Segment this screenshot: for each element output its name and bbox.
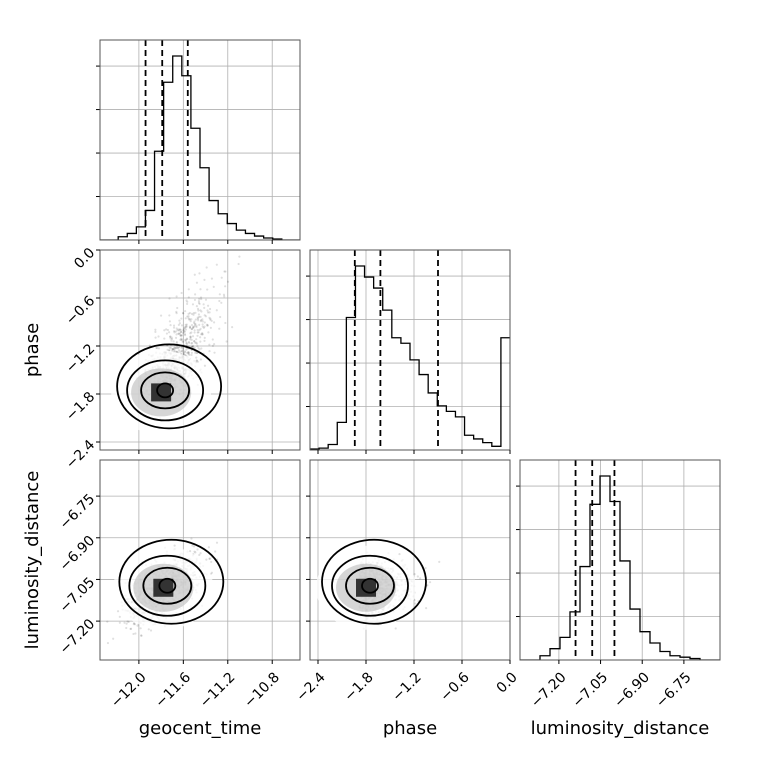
y-axis-label-phase: phase — [22, 323, 43, 377]
y-tick-label: 0.0 — [71, 245, 98, 272]
x-axis-label-phase: phase — [383, 718, 437, 739]
x-axis-label-luminosity_distance: luminosity_distance — [531, 718, 710, 739]
x-tick-label: −1.8 — [341, 669, 376, 704]
panel-luminosity_distance-luminosity_distance — [520, 460, 720, 660]
x-tick-label: −12.0 — [108, 669, 150, 711]
y-axis-label-luminosity_distance: luminosity_distance — [22, 471, 43, 650]
x-tick-label: −6.75 — [653, 669, 695, 711]
x-tick-label: −10.8 — [241, 669, 283, 711]
panel-frame — [519, 459, 721, 661]
contour-level — [158, 577, 177, 594]
density-peak — [356, 578, 376, 597]
density-peak — [153, 578, 174, 597]
x-axis-label-geocent_time: geocent_time — [139, 718, 262, 739]
contour-level — [345, 566, 395, 605]
x-tick-label: −11.2 — [197, 669, 239, 711]
x-tick-label: −6.90 — [611, 669, 653, 711]
contour-level — [118, 538, 225, 625]
y-tick-label: −7.05 — [57, 574, 99, 616]
contour-level — [156, 382, 175, 399]
x-tick-label: −11.6 — [152, 669, 194, 711]
panel-geocent_time-luminosity_distance — [100, 460, 300, 660]
panel-frame — [99, 459, 301, 661]
y-tick-label: −6.90 — [57, 533, 99, 575]
y-tick-label: −0.6 — [63, 293, 98, 328]
histogram-phase — [310, 265, 510, 450]
x-tick-label: −7.20 — [528, 669, 570, 711]
panel-frame — [309, 249, 511, 451]
x-tick-label: 0.0 — [494, 669, 521, 696]
contour-level — [140, 371, 191, 410]
contour-level — [361, 577, 379, 594]
x-tick-label: −7.05 — [570, 669, 612, 711]
y-tick-label: −1.2 — [63, 341, 98, 376]
panel-frame — [309, 459, 511, 661]
panel-phase-phase — [310, 250, 510, 450]
y-tick-label: −2.4 — [63, 437, 98, 472]
contour-level — [128, 554, 207, 617]
x-tick-label: −2.4 — [293, 669, 328, 704]
contour-level — [142, 566, 193, 605]
contour-level — [331, 554, 409, 617]
contour-level — [126, 359, 205, 422]
y-tick-label: −7.20 — [57, 616, 99, 658]
contour-level — [321, 538, 427, 625]
density-peak — [151, 383, 172, 402]
panel-geocent_time-geocent_time — [100, 40, 300, 240]
histogram-geocent_time — [100, 55, 300, 240]
panel-geocent_time-phase — [100, 250, 300, 450]
x-tick-label: −0.6 — [437, 669, 472, 704]
x-tick-label: −1.2 — [389, 669, 424, 704]
histogram-luminosity_distance — [520, 475, 720, 660]
y-tick-label: −6.75 — [57, 491, 99, 533]
panel-frame — [99, 39, 301, 241]
panel-frame — [99, 249, 301, 451]
contour-level — [116, 343, 223, 430]
panel-phase-luminosity_distance — [310, 460, 510, 660]
y-tick-label: −1.8 — [63, 389, 98, 424]
